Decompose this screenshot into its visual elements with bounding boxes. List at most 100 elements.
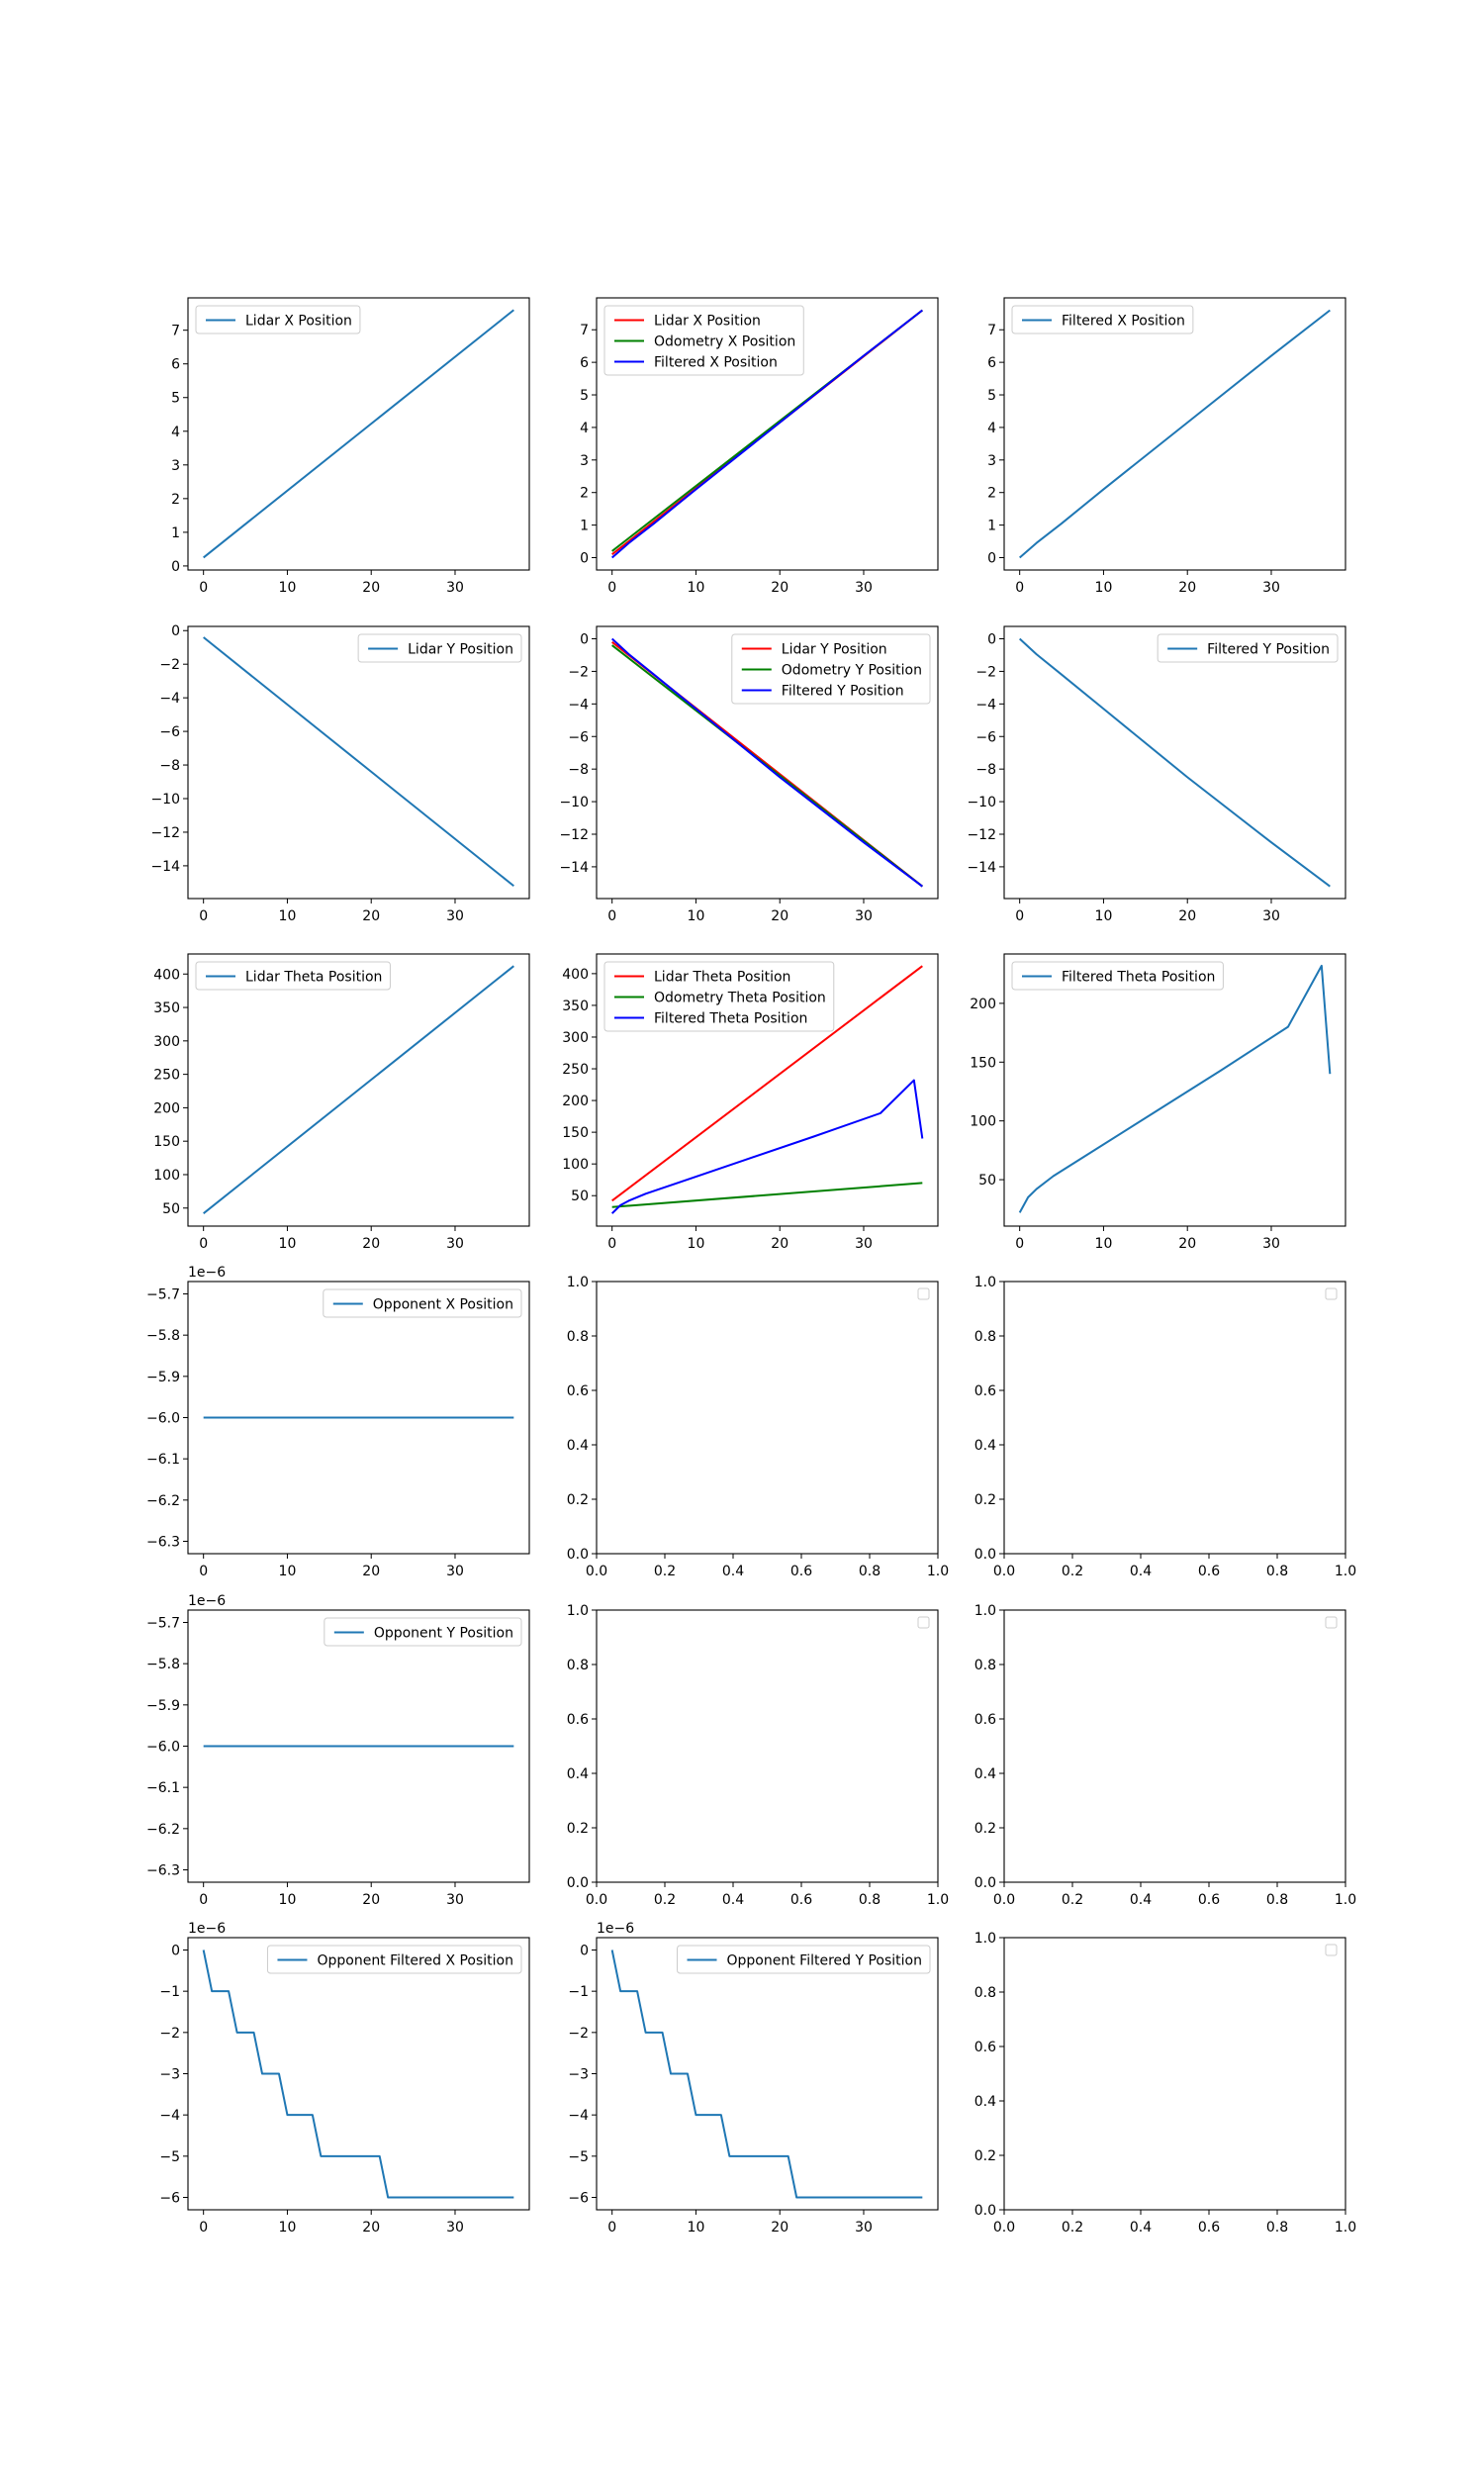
y-tick-label: 3 [580, 453, 589, 469]
y-tick-label: 2 [171, 492, 180, 508]
legend-box [324, 1617, 522, 1647]
y-tick-label: −6.1 [146, 1452, 180, 1468]
y-tick-label: 150 [153, 1134, 180, 1150]
y-tick-label: 200 [153, 1100, 180, 1116]
y-tick-label: 1.0 [567, 1603, 589, 1619]
y-tick-label: 250 [153, 1068, 180, 1084]
y-tick-label: −5.9 [146, 1370, 180, 1385]
x-tick-label: 10 [279, 908, 297, 924]
x-tick-label: 1.0 [927, 1892, 949, 1908]
legend-box-empty [917, 1287, 930, 1300]
axes-frame [1003, 625, 1346, 900]
y-tick-label: 400 [562, 967, 589, 983]
y-tick-label: −14 [150, 859, 180, 875]
y-tick-label: 250 [562, 1062, 589, 1078]
series-line-0 [203, 309, 514, 559]
legend-box-empty [1325, 1287, 1338, 1300]
x-tick-label: 30 [1262, 1236, 1280, 1252]
y-tick-label: 1.0 [567, 1275, 589, 1290]
y-tick-label: −14 [559, 860, 589, 876]
x-tick-label: 0.8 [1266, 2220, 1288, 2236]
y-tick-label: 1.0 [974, 1931, 996, 1947]
axes-frame [596, 953, 939, 1227]
y-tick-label: 200 [970, 997, 996, 1012]
legend-box-empty [1325, 1616, 1338, 1629]
legend-label: Lidar Theta Position [245, 970, 382, 986]
y-tick-label: 3 [171, 458, 180, 474]
subplot-compare-theta: 0 10 20 30 50 100 150 200 250 300 350 400 Lidar Thet… [562, 953, 939, 1252]
y-tick-label: 150 [970, 1055, 996, 1071]
y-tick-label: −5 [568, 2149, 589, 2165]
legend-box [677, 1945, 931, 1974]
y-tick-label: −5 [159, 2149, 180, 2165]
x-tick-label: 30 [446, 908, 464, 924]
y-tick-label: 5 [171, 391, 180, 407]
x-tick-label: 0.8 [859, 1564, 881, 1579]
y-tick-label: 7 [580, 323, 589, 338]
series-line-0 [203, 965, 514, 1214]
x-tick-label: 20 [362, 1892, 380, 1908]
y-tick-label: −6.0 [146, 1740, 180, 1756]
axes-frame [596, 297, 939, 571]
x-tick-label: 0.4 [1130, 1564, 1152, 1579]
legend-box [731, 633, 931, 705]
x-tick-label: 0.6 [790, 1564, 812, 1579]
y-tick-label: 0 [987, 551, 996, 567]
legend-label: Odometry Theta Position [654, 991, 826, 1006]
x-tick-label: 30 [1262, 580, 1280, 596]
x-tick-label: 0.2 [654, 1564, 676, 1579]
y-tick-label: 0.4 [567, 1766, 589, 1782]
subplot-lidar-y: 0 10 20 30 0 −2 −4 −6 −8 −10 −12 −14 Lidar Y Positio… [150, 623, 530, 924]
x-tick-label: 30 [446, 1564, 464, 1579]
y-tick-label: −14 [967, 860, 996, 876]
x-tick-label: 0 [607, 1236, 616, 1252]
legend-label: Filtered Y Position [1207, 642, 1330, 658]
x-tick-label: 0.6 [1198, 1564, 1220, 1579]
legend-label: Filtered X Position [654, 355, 778, 371]
subplot-opponent-y: 0 10 20 30 −5.7 −5.8 −5.9 −6.0 −6.1 −6.2 −6.3 1e−6 O… [146, 1593, 530, 1908]
x-tick-label: 0.2 [1062, 1564, 1083, 1579]
x-tick-label: 0 [607, 908, 616, 924]
y-tick-label: −8 [568, 762, 589, 778]
legend-box [1011, 305, 1194, 334]
x-tick-label: 0 [199, 1892, 208, 1908]
y-tick-label: 100 [970, 1114, 996, 1130]
x-tick-label: 30 [446, 580, 464, 596]
legend: Opponent X Position [323, 1288, 522, 1318]
y-tick-label: 0 [171, 559, 180, 575]
series-line-0 [610, 1950, 923, 2199]
x-tick-label: 20 [771, 908, 788, 924]
legend: Lidar Theta Position [195, 961, 391, 991]
series-line-0 [202, 1950, 514, 2199]
series-line-2 [610, 1079, 924, 1214]
y-tick-label: 0.0 [974, 1547, 996, 1563]
subplot-empty-4-3: 0.0 0.2 0.4 0.6 0.8 1.0 0.0 0.2 0.4 0.6 0.8 1.0 [974, 1275, 1356, 1579]
x-tick-label: 0 [1015, 1236, 1024, 1252]
legend-box [603, 961, 835, 1032]
legend-label: Opponent Filtered Y Position [727, 1953, 922, 1969]
axes-frame [596, 1937, 939, 2211]
y-tick-label: −4 [568, 2108, 589, 2124]
legend: Lidar Y Position Odometry Y Position Filte… [731, 633, 931, 705]
y-tick-label: 1 [171, 525, 180, 541]
legend: Opponent Filtered Y Position [677, 1945, 931, 1974]
y-tick-label: 0 [580, 632, 589, 648]
legend-box-empty [1325, 1944, 1338, 1956]
x-tick-label: 0.6 [790, 1892, 812, 1908]
legend: Opponent Y Position [324, 1617, 522, 1647]
series-line-2 [611, 637, 923, 888]
y-tick-label: 5 [987, 388, 996, 404]
y-tick-label: 4 [171, 425, 180, 440]
x-tick-label: 0 [1015, 908, 1024, 924]
series-line-0 [1019, 309, 1331, 559]
legend-label: Filtered Theta Position [654, 1011, 807, 1027]
x-tick-label: 20 [1178, 580, 1196, 596]
subplot-filtered-x: 0 10 20 30 0 1 2 3 4 5 6 7 Filtered X Position [987, 297, 1346, 596]
y-tick-label: 0.2 [567, 1492, 589, 1508]
y-tick-label: −5.7 [146, 1616, 180, 1632]
y-tick-label: −5.8 [146, 1657, 180, 1672]
y-tick-label: −6 [568, 2191, 589, 2207]
y-tick-label: 350 [562, 999, 589, 1014]
legend-box [323, 1288, 522, 1318]
y-tick-label: −4 [159, 691, 180, 707]
